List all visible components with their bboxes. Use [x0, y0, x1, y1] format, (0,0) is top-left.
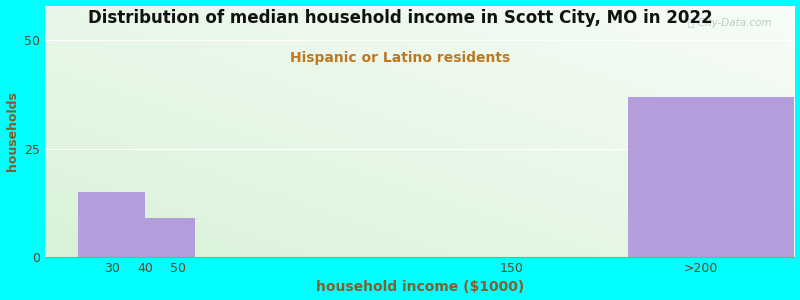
X-axis label: household income ($1000): household income ($1000) [315, 280, 524, 294]
Text: Distribution of median household income in Scott City, MO in 2022: Distribution of median household income … [88, 9, 712, 27]
Bar [628, 97, 794, 257]
Bar [145, 218, 195, 257]
Text: ⓘ City-Data.com: ⓘ City-Data.com [688, 18, 772, 28]
Text: Hispanic or Latino residents: Hispanic or Latino residents [290, 51, 510, 65]
Bar [78, 192, 145, 257]
Y-axis label: households: households [6, 92, 18, 171]
